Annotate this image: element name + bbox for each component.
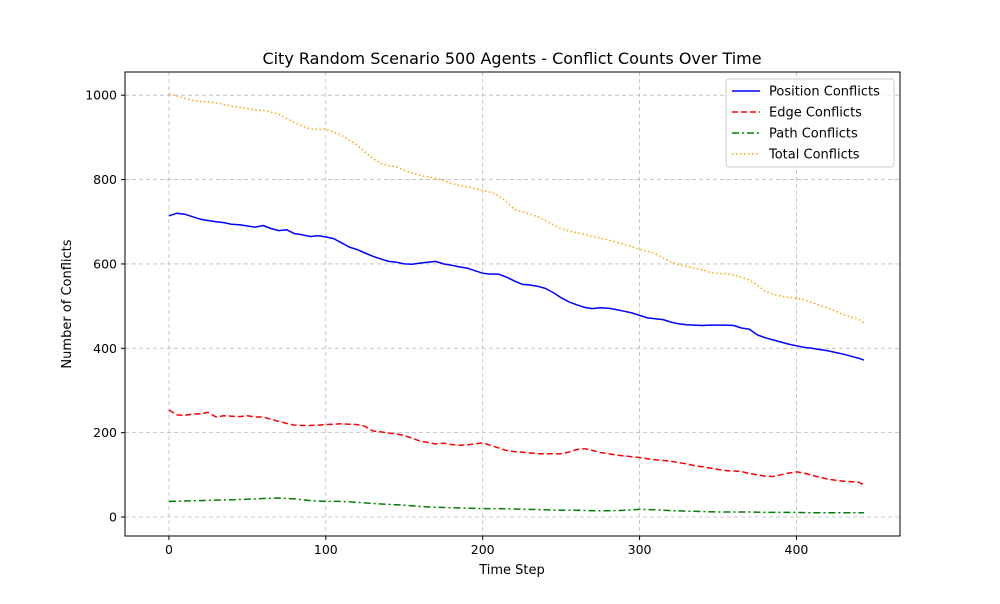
y-tick-label: 800 — [93, 172, 117, 187]
plot-area-frame — [124, 71, 901, 537]
x-tick-label: 400 — [785, 542, 809, 557]
legend-label: Total Conflicts — [768, 148, 860, 163]
chart-title: City Random Scenario 500 Agents - Confli… — [262, 49, 761, 68]
x-tick-label: 0 — [165, 542, 173, 557]
y-tick-label: 0 — [109, 510, 117, 525]
x-tick-label: 100 — [314, 542, 338, 557]
y-tick-label: 200 — [93, 425, 117, 440]
x-tick-label: 200 — [471, 542, 495, 557]
series-lines — [168, 93, 865, 514]
y-tick-label: 1000 — [85, 88, 117, 103]
series-line-1 — [168, 212, 865, 361]
y-tick-label: 600 — [93, 256, 117, 271]
x-axis-label: Time Step — [478, 563, 545, 578]
y-axis-label: Number of Conflicts — [60, 239, 75, 368]
series-line-2 — [168, 409, 865, 486]
legend-label: Position Conflicts — [769, 85, 880, 100]
legend-label: Path Conflicts — [769, 127, 858, 142]
series-line-3 — [168, 497, 864, 514]
y-tick-label: 400 — [93, 341, 117, 356]
legend-label: Edge Conflicts — [769, 106, 862, 121]
legend: Position Conflicts Edge Conflicts Path Con… — [725, 78, 895, 168]
axis-ticks: 0 100 200 300 400 0 200 400 600 800 1000 — [85, 88, 808, 557]
x-tick-label: 300 — [628, 542, 652, 557]
legend-box — [725, 78, 895, 168]
